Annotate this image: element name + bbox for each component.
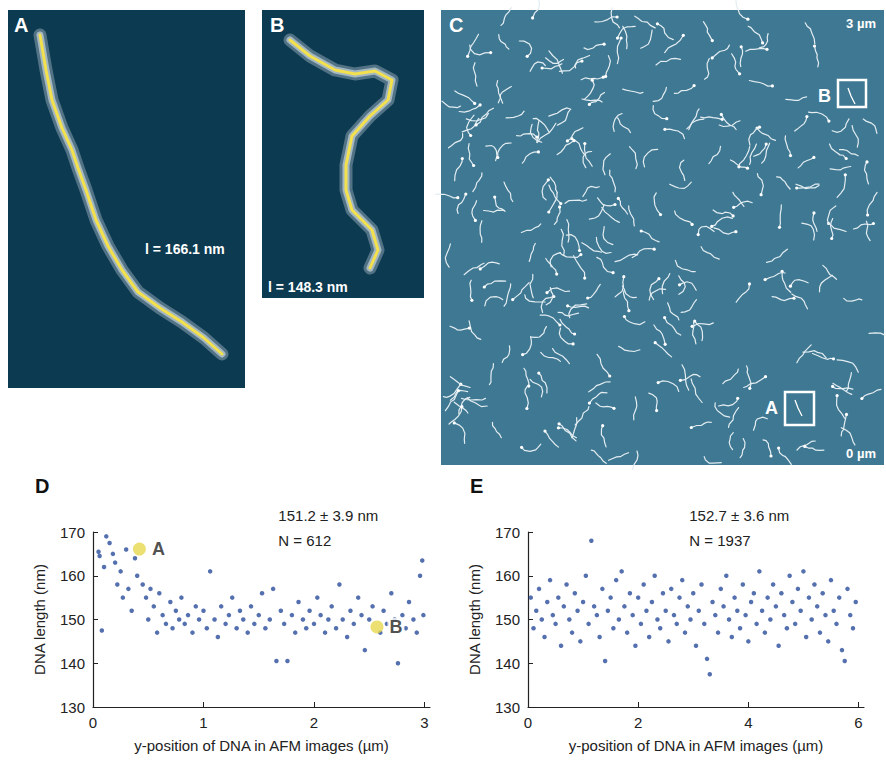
svg-text:3: 3 [420,714,428,731]
svg-text:B: B [389,617,402,637]
svg-text:y-position of DNA in AFM image: y-position of DNA in AFM images (µm) [134,737,389,754]
svg-text:D: D [35,475,49,497]
svg-text:B: B [818,86,831,106]
svg-text:l = 148.3 nm: l = 148.3 nm [268,279,348,295]
svg-text:170: 170 [60,524,85,541]
svg-text:0: 0 [89,714,97,731]
svg-text:N = 612: N = 612 [278,532,331,549]
svg-text:0 µm: 0 µm [846,446,876,461]
svg-text:E: E [470,475,483,497]
svg-text:C: C [449,14,463,36]
svg-text:2: 2 [310,714,318,731]
svg-text:140: 140 [60,655,85,672]
svg-text:152.7 ± 3.6 nm: 152.7 ± 3.6 nm [689,507,789,524]
svg-text:N = 1937: N = 1937 [689,532,750,549]
svg-text:160: 160 [495,567,520,584]
svg-text:151.2 ± 3.9 nm: 151.2 ± 3.9 nm [278,507,378,524]
svg-text:150: 150 [495,611,520,628]
svg-text:1: 1 [199,714,207,731]
svg-text:0: 0 [524,714,532,731]
svg-text:DNA length (nm): DNA length (nm) [31,564,48,675]
svg-text:2: 2 [634,714,642,731]
svg-text:l = 166.1 nm: l = 166.1 nm [145,241,225,257]
svg-text:4: 4 [744,714,752,731]
svg-text:150: 150 [60,611,85,628]
svg-text:DNA length (nm): DNA length (nm) [466,564,483,675]
svg-text:170: 170 [495,524,520,541]
svg-text:140: 140 [495,655,520,672]
svg-text:160: 160 [60,567,85,584]
svg-text:y-position of DNA in AFM image: y-position of DNA in AFM images (µm) [569,737,824,754]
svg-text:130: 130 [60,699,85,716]
svg-text:A: A [765,398,778,418]
svg-text:A: A [14,14,28,36]
svg-text:6: 6 [854,714,862,731]
svg-text:3 µm: 3 µm [846,16,876,31]
svg-text:130: 130 [495,699,520,716]
svg-text:B: B [270,14,284,36]
svg-text:A: A [152,539,165,559]
